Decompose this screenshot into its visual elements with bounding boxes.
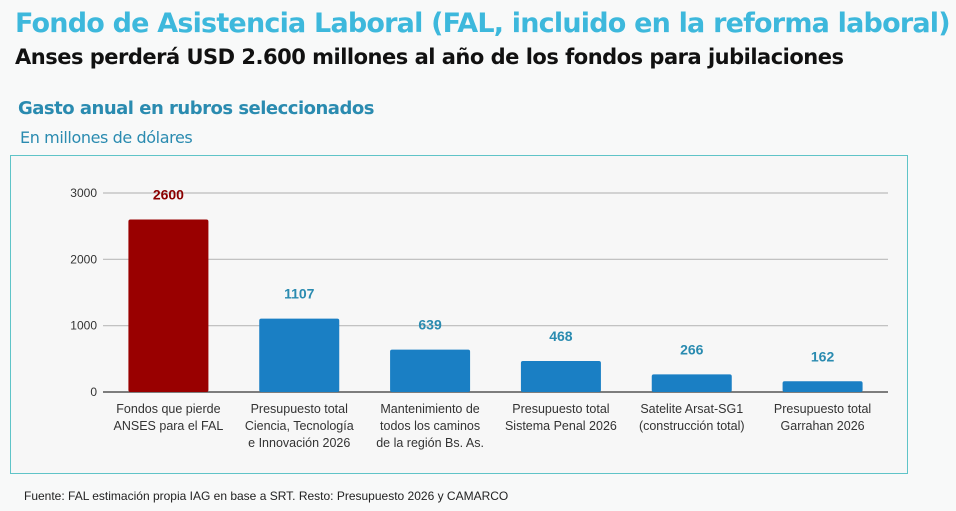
source-note: Fuente: FAL estimación propia IAG en bas… <box>24 489 509 503</box>
bar <box>259 318 340 392</box>
data-label: 266 <box>680 341 704 357</box>
bar <box>128 219 209 392</box>
chart-title: Gasto anual en rubros seleccionados <box>18 98 374 119</box>
x-tick-label: ANSES para el FAL <box>114 419 224 433</box>
main-title: Fondo de Asistencia Laboral (FAL, inclui… <box>15 8 951 39</box>
y-tick-label: 3000 <box>70 186 97 200</box>
data-label: 162 <box>811 348 835 364</box>
bar <box>390 349 471 392</box>
x-tick-label: Garrahan 2026 <box>781 419 865 433</box>
x-tick-label: de la región Bs. As. <box>376 436 484 450</box>
x-tick-label: Presupuesto total <box>251 402 348 416</box>
x-tick-label: (construcción total) <box>639 419 745 433</box>
data-label: 2600 <box>153 187 184 203</box>
data-label: 1107 <box>284 286 315 302</box>
bar <box>782 381 863 392</box>
bar <box>651 374 732 392</box>
x-tick-label: Satelite Arsat-SG1 <box>640 402 743 416</box>
x-tick-label: Presupuesto total <box>774 402 871 416</box>
y-tick-label: 0 <box>90 385 97 399</box>
x-tick-label: Presupuesto total <box>512 402 609 416</box>
x-tick-label: e Innovación 2026 <box>248 436 350 450</box>
data-label: 468 <box>549 328 573 344</box>
x-tick-label: todos los caminos <box>380 419 480 433</box>
x-tick-label: Mantenimiento de <box>380 402 479 416</box>
x-tick-label: Fondos que pierde <box>116 402 220 416</box>
x-tick-label: Sistema Penal 2026 <box>505 419 617 433</box>
y-tick-label: 2000 <box>70 252 97 266</box>
chart-subtitle: En millones de dólares <box>20 128 193 147</box>
x-tick-label: Ciencia, Tecnología <box>245 419 354 433</box>
data-label: 639 <box>418 317 442 333</box>
bar <box>520 360 601 392</box>
subtitle: Anses perderá USD 2.600 millones al año … <box>15 45 844 69</box>
y-tick-label: 1000 <box>70 319 97 333</box>
